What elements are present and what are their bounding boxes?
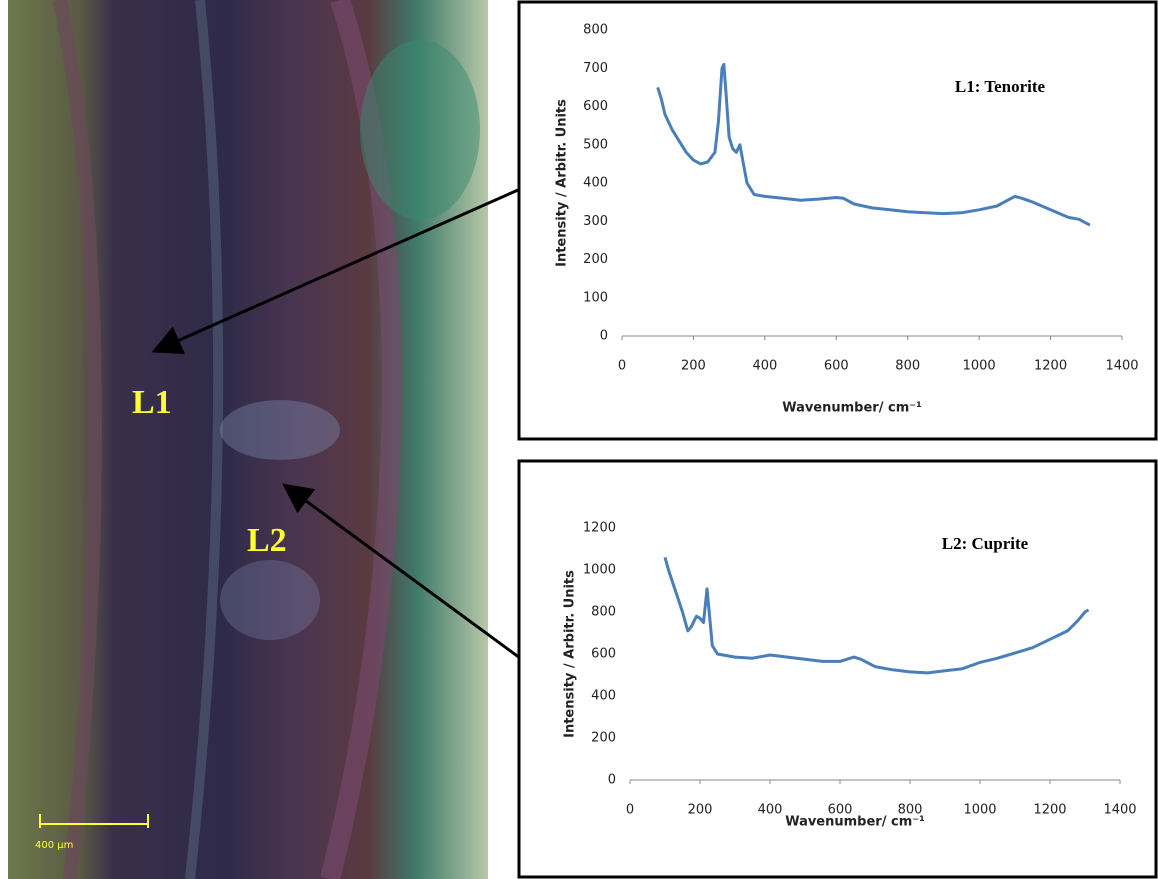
y-tick-label: 1200 xyxy=(583,521,616,536)
x-tick-label: 600 xyxy=(824,359,849,374)
y-tick-label: 600 xyxy=(591,647,616,662)
y-tick-label: 400 xyxy=(591,689,616,704)
y-tick-label: 1000 xyxy=(583,563,616,578)
x-tick-label: 800 xyxy=(895,359,920,374)
x-axis-label: Wavenumber/ cm⁻¹ xyxy=(782,401,922,416)
y-tick-label: 0 xyxy=(600,329,608,344)
x-tick-label: 1200 xyxy=(1034,359,1067,374)
x-tick-label: 400 xyxy=(758,803,783,818)
x-tick-label: 1000 xyxy=(963,359,996,374)
region-label: L1 xyxy=(132,384,172,421)
x-tick-label: 1200 xyxy=(1033,803,1066,818)
x-tick-label: 0 xyxy=(626,803,634,818)
page: {"image": {"labels": ["L1", "L2"], "scal… xyxy=(0,0,1158,879)
y-tick-label: 0 xyxy=(608,773,616,788)
y-tick-label: 700 xyxy=(583,61,608,76)
scale-bar-label: 400 µm xyxy=(35,840,73,851)
annotation: L1: Tenorite xyxy=(955,77,1046,96)
y-tick-label: 300 xyxy=(583,214,608,229)
x-tick-label: 0 xyxy=(618,359,626,374)
y-axis-label: Intensity / Arbitr. Units xyxy=(563,570,578,738)
annotation: L2: Cuprite xyxy=(942,534,1029,553)
y-tick-label: 400 xyxy=(583,176,608,191)
x-tick-label: 200 xyxy=(681,359,706,374)
x-tick-label: 1400 xyxy=(1105,359,1138,374)
region-label: L2 xyxy=(247,522,287,559)
micrograph: 400 µm L1 L2 xyxy=(8,0,488,879)
y-tick-label: 800 xyxy=(583,23,608,38)
x-tick-label: 1000 xyxy=(963,803,996,818)
y-tick-label: 600 xyxy=(583,99,608,114)
y-tick-label: 200 xyxy=(591,731,616,746)
x-tick-label: 1400 xyxy=(1103,803,1136,818)
y-axis-label: Intensity / Arbitr. Units xyxy=(555,99,570,267)
y-tick-label: 200 xyxy=(583,252,608,267)
y-tick-label: 800 xyxy=(591,605,616,620)
x-tick-label: 200 xyxy=(688,803,713,818)
x-tick-label: 400 xyxy=(752,359,777,374)
x-axis-label: Wavenumber/ cm⁻¹ xyxy=(785,815,925,830)
y-tick-label: 100 xyxy=(583,290,608,305)
y-tick-label: 500 xyxy=(583,137,608,152)
figure: 400 µm L1 L2 020040060080010001200140001… xyxy=(0,0,1158,879)
